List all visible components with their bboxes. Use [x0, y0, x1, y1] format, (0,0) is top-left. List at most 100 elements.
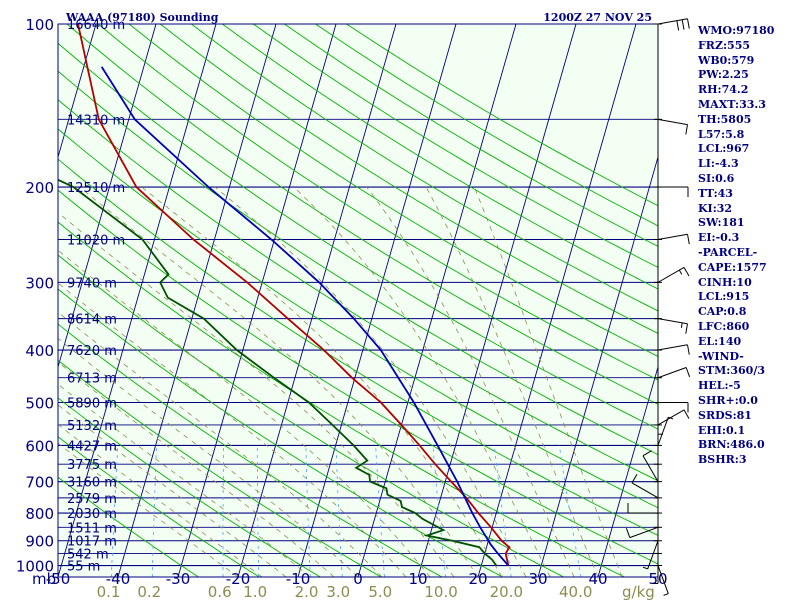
- x-unit-label: mb: [32, 570, 56, 588]
- index-entry: SW:181: [698, 216, 745, 230]
- height-label: 3775 m: [67, 458, 117, 473]
- sounding-indices: WMO:97180 FRZ:555 WB0:579 PW:2.25 RH:74.2 MAX…: [698, 24, 798, 468]
- dry-adiabat: [58, 288, 503, 577]
- height-label: 2579 m: [67, 492, 117, 507]
- wind-barb: [657, 118, 688, 126]
- height-label: 1511 m: [67, 521, 117, 536]
- moist-adiabat: [58, 211, 455, 577]
- wind-barb-flag: [683, 409, 690, 419]
- wind-barb-flag: [685, 323, 688, 334]
- index-entry: EI:-0.3: [698, 231, 740, 245]
- mixing-ratio-line: [110, 445, 119, 577]
- isotherm-line: [597, 365, 658, 577]
- dry-adiabat: [97, 24, 658, 381]
- moist-adiabat: [58, 383, 311, 577]
- time-label: 1200Z 27 NOV 25: [543, 11, 652, 24]
- mixing-ratio-line: [558, 445, 582, 577]
- dewpoint-line: [58, 178, 498, 567]
- index-entry: L57:5.8: [698, 127, 745, 141]
- dry-adiabat: [253, 24, 658, 268]
- dry-adiabat: [58, 42, 658, 430]
- pressure-tick-label: 400: [25, 342, 54, 360]
- dry-adiabat: [159, 24, 658, 334]
- height-label: 542 m: [67, 548, 109, 563]
- isotherm-line: [417, 24, 577, 577]
- moist-adiabat: [293, 186, 551, 577]
- height-label: 16640 m: [67, 18, 125, 33]
- wind-barb: [657, 409, 685, 426]
- moist-adiabat: [79, 186, 479, 577]
- mixing-ratio-tick-label: 2.0: [295, 583, 319, 600]
- mixing-ratio-tick-label: 3.0: [326, 583, 350, 600]
- dry-adiabat: [58, 189, 658, 565]
- isotherm-line: [537, 155, 658, 577]
- moist-adiabat: [58, 337, 359, 577]
- profile-lines: [58, 24, 511, 567]
- index-entry: LCL:915: [698, 290, 750, 304]
- height-label: 12510 m: [67, 181, 125, 196]
- index-entry: -PARCEL-: [698, 245, 758, 259]
- height-label: 1017 m: [67, 535, 117, 550]
- plot-background: [58, 24, 658, 577]
- dry-adiabat: [58, 323, 443, 577]
- moist-adiabat: [58, 249, 431, 577]
- mixing-ratio-unit: g/kg: [622, 583, 655, 600]
- mixing-ratio-line: [375, 445, 385, 577]
- mixing-ratio-tick-label: 0.6: [208, 583, 232, 600]
- mixing-ratio-line: [256, 445, 260, 577]
- wind-barb-flag: [685, 367, 691, 378]
- pressure-tick-label: 600: [25, 437, 54, 455]
- moist-adiabat: [58, 423, 263, 577]
- pressure-tick-label: 1000: [16, 558, 54, 576]
- dry-adiabat: [58, 397, 321, 577]
- mixing-ratio-tick-label: 0.1: [97, 583, 121, 600]
- isotherm-line: [237, 24, 397, 577]
- temperature-tick-label: -20: [226, 570, 251, 588]
- index-entry: CAPE:1577: [698, 260, 767, 274]
- height-label: 3160 m: [67, 476, 117, 491]
- pressure-tick-label: 800: [25, 505, 54, 523]
- index-entry: SHR+:0.0: [698, 393, 758, 407]
- index-entry: HEL:-5: [698, 379, 741, 393]
- index-entry: FRZ:555: [698, 38, 751, 52]
- height-label: 55 m: [67, 560, 100, 575]
- height-label: 7620 m: [67, 344, 117, 359]
- mixing-ratio-tick-label: 0.2: [137, 583, 161, 600]
- wind-barb-flag: [685, 124, 688, 135]
- wind-barb-flag: [678, 269, 683, 275]
- wind-barb: [657, 417, 669, 446]
- index-entry: BSHR:3: [698, 453, 747, 467]
- wind-barb-flag: [625, 528, 631, 538]
- isotherm-line: [58, 24, 97, 159]
- index-entry: PW:2.25: [698, 68, 749, 82]
- dry-adiabat: [66, 24, 658, 405]
- temperature-tick-label: -40: [106, 570, 131, 588]
- index-entry: TT:43: [698, 186, 733, 200]
- mixing-ratio-line: [335, 445, 343, 577]
- index-entry: LFC:860: [698, 319, 750, 333]
- moist-adiabat: [58, 361, 335, 577]
- pressure-tick-label: 300: [25, 274, 54, 292]
- temperature-tick-label: 0: [353, 570, 363, 588]
- height-label: 5132 m: [67, 419, 117, 434]
- dry-adiabat: [58, 476, 199, 577]
- wind-barb-flag: [663, 593, 669, 596]
- mixing-ratio-tick-label: 5.0: [368, 583, 392, 600]
- wind-barb-flag: [687, 344, 690, 355]
- wind-barb: [642, 455, 659, 482]
- moist-adiabat: [214, 186, 527, 577]
- height-label: 2030 m: [67, 507, 117, 522]
- dry-adiabat: [128, 24, 658, 357]
- temperature-line: [77, 24, 511, 566]
- pressure-tick-label: 700: [25, 474, 54, 492]
- wind-barb-flag: [631, 473, 638, 484]
- temperature-tick-label: -30: [166, 570, 191, 588]
- index-entry: SRDS:81: [698, 408, 752, 422]
- index-entry: BRN:486.0: [698, 438, 765, 452]
- mixing-ratio-line: [151, 445, 157, 577]
- temperature-tick-label: -10: [286, 570, 311, 588]
- mixing-ratio-line: [222, 445, 224, 577]
- dry-adiabat: [58, 158, 658, 536]
- height-label: 8614 m: [67, 313, 117, 328]
